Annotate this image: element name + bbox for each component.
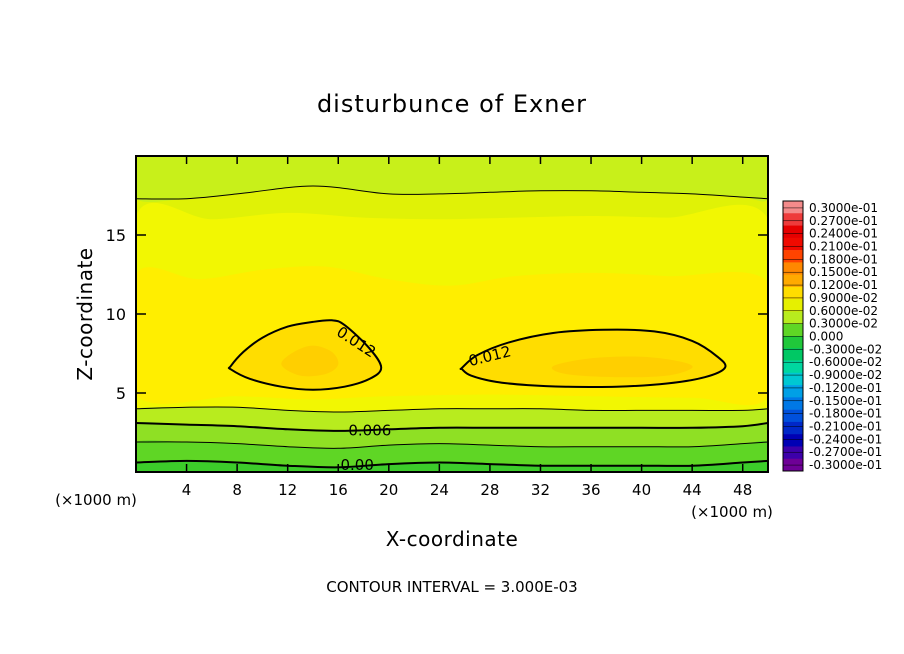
colorbar-label: 0.1800e-01: [809, 252, 878, 266]
contour-line: [136, 459, 768, 469]
colorbar-swatch: [783, 348, 803, 361]
colorbar-swatch: [783, 311, 803, 325]
x-tick-label: 32: [531, 481, 550, 499]
colorbar-label: -0.1500e-01: [809, 394, 882, 408]
colorbar-label: 0.2100e-01: [809, 240, 878, 254]
y-tick-label: 15: [106, 226, 126, 245]
colorbar-label: 0.3000e-02: [809, 317, 878, 331]
contour-fill-layer: [136, 156, 768, 472]
colorbar-label: 0.3000e-01: [809, 201, 878, 215]
colorbar-label: 0.9000e-02: [809, 291, 878, 305]
colorbar-label: 0.1500e-01: [809, 265, 878, 279]
colorbar-label: -0.2100e-01: [809, 420, 882, 434]
colorbar-label: -0.2700e-01: [809, 445, 882, 459]
colorbar-swatch: [783, 385, 803, 398]
contour-interval-note: CONTOUR INTERVAL = 3.000E-03: [326, 578, 577, 596]
colorbar-label: 0.6000e-02: [809, 304, 878, 318]
contour-fill-band: [136, 266, 768, 406]
colorbar-label: -0.3000e-01: [809, 458, 882, 472]
colorbar-label: 0.000: [809, 330, 843, 344]
y-axis-label: Z-coordinate: [73, 247, 97, 380]
colorbar-swatch: [783, 421, 803, 435]
contour-line: [136, 185, 768, 200]
contour-line: [459, 328, 727, 388]
x-tick-label: 28: [480, 481, 499, 499]
x-tick-label: 20: [379, 481, 398, 499]
colorbar-swatch: [783, 225, 803, 239]
x-unit-label-right: (×1000 m): [691, 503, 773, 521]
colorbar: 0.3000e-010.2700e-010.2400e-010.2100e-01…: [782, 200, 882, 472]
colorbar-label: 0.2400e-01: [809, 227, 878, 241]
colorbar-label: -0.1200e-01: [809, 381, 882, 395]
colorbar-swatch: [783, 397, 803, 410]
colorbar-swatch: [783, 372, 803, 386]
colorbar-swatch: [783, 434, 803, 447]
contour-fill-band: [136, 406, 768, 431]
x-axis: 4 8 12 16 20 24 28 32 36 40 44 48: [182, 156, 752, 499]
x-tick-label: 44: [683, 481, 702, 499]
colorbar-swatch: [783, 286, 803, 300]
y-tick-label: 10: [106, 305, 126, 324]
colorbar-swatch: [783, 446, 803, 460]
contour-line: [136, 441, 768, 449]
contour-fill-band: [281, 345, 339, 377]
x-tick-label: 16: [329, 481, 348, 499]
colorbar-label: -0.9000e-02: [809, 368, 882, 382]
contour-line: [227, 319, 383, 391]
x-tick-label: 8: [232, 481, 242, 499]
x-tick-label: 40: [632, 481, 651, 499]
contour-line-layer: [136, 185, 768, 469]
colorbar-label: -0.6000e-02: [809, 355, 882, 369]
x-tick-label: 4: [182, 481, 192, 499]
colorbar-swatch: [783, 274, 803, 288]
x-unit-label-left: (×1000 m): [55, 491, 137, 509]
x-tick-label: 24: [430, 481, 449, 499]
colorbar-swatch: [783, 360, 803, 374]
x-tick-label: 36: [581, 481, 600, 499]
colorbar-swatch: [783, 323, 803, 337]
colorbar-label: -0.2400e-01: [809, 432, 882, 446]
colorbar-swatch: [783, 409, 803, 423]
colorbar-swatch: [783, 336, 803, 349]
contour-label: 0.006: [348, 421, 391, 439]
chart-title: disturbunce of Exner: [317, 90, 587, 118]
y-tick-label: 5: [116, 384, 126, 403]
colorbar-swatch: [783, 262, 803, 275]
colorbar-label: 0.2700e-01: [809, 214, 878, 228]
contour-fill-band: [136, 156, 768, 203]
colorbar-frame: [782, 200, 804, 472]
contour-fill-band: [551, 356, 693, 378]
colorbar-label: -0.3000e-02: [809, 342, 882, 356]
y-axis: 5 10 15: [106, 226, 768, 403]
x-tick-label: 12: [278, 481, 297, 499]
x-axis-label: X-coordinate: [386, 527, 519, 551]
x-tick-label: 48: [733, 481, 752, 499]
contour-label: 0.00: [340, 456, 373, 474]
colorbar-swatch: [783, 250, 803, 263]
colorbar-swatch: [783, 237, 803, 251]
colorbar-swatch: [783, 201, 803, 214]
colorbar-label: 0.1200e-01: [809, 278, 878, 292]
colorbar-swatch: [783, 299, 803, 312]
contour-line: [136, 406, 768, 413]
colorbar-swatch: [783, 213, 803, 226]
contour-line: [136, 422, 768, 432]
colorbar-label: -0.1800e-01: [809, 407, 882, 421]
contour-fill-band: [136, 460, 768, 472]
